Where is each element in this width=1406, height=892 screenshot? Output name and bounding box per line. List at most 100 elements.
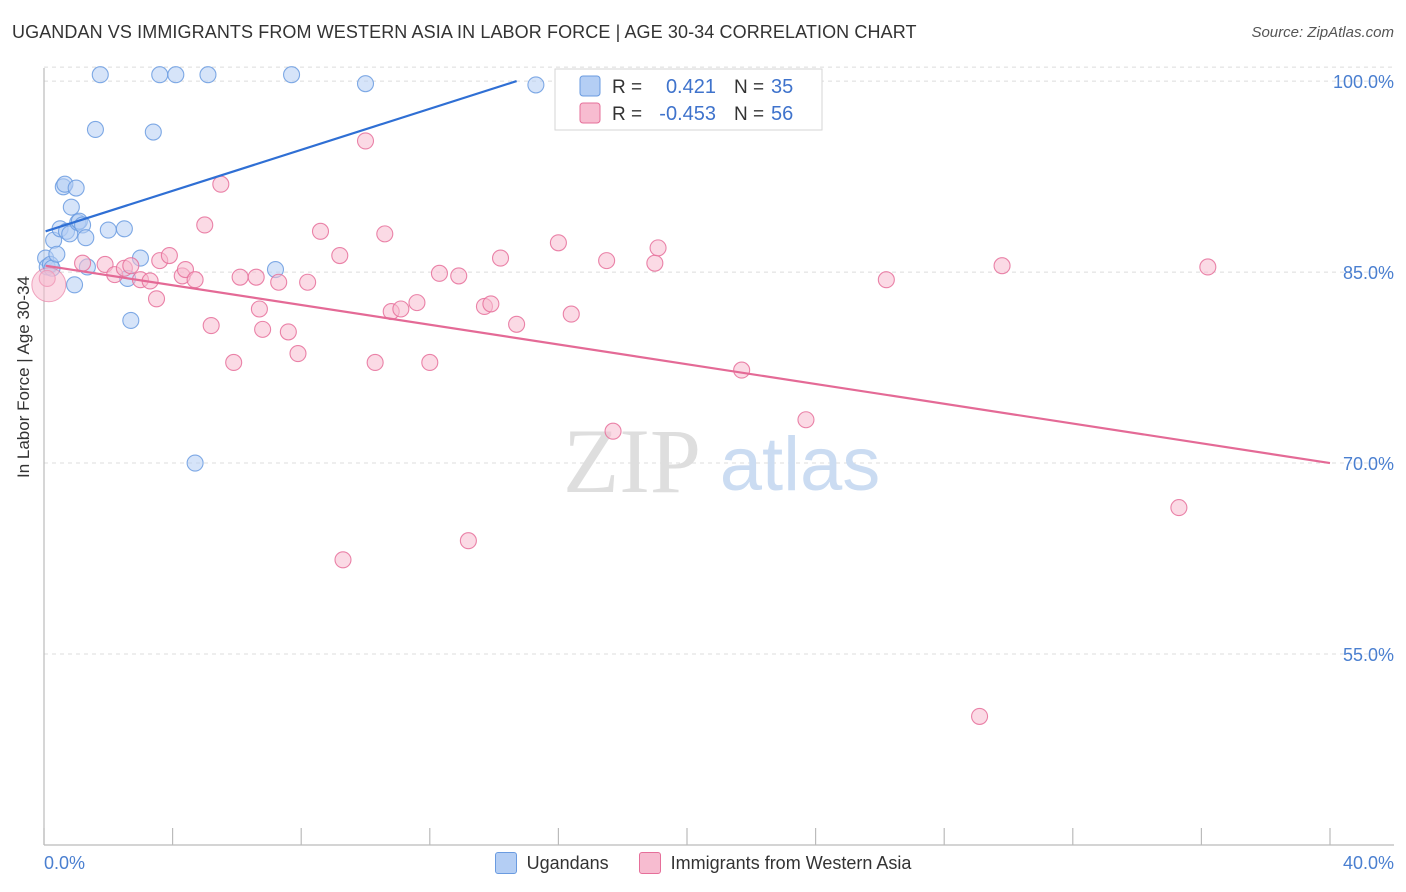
y-tick-label-1: 70.0% — [1343, 454, 1394, 474]
western-asia-point-24 — [289, 345, 307, 363]
ugandans-point-34 — [527, 76, 545, 94]
western-asia-point-18 — [231, 268, 249, 286]
axes — [43, 68, 1394, 846]
y-tick-label-3: 100.0% — [1333, 72, 1394, 92]
stats-r-value-western-asia: -0.453 — [659, 103, 716, 125]
stats-n-label-ugandans: N = — [734, 77, 764, 98]
western-asia-point-47 — [646, 254, 664, 272]
y-tick-labels: 55.0% 70.0% 85.0% 100.0% — [1333, 72, 1394, 665]
y-tick-label-0: 55.0% — [1343, 645, 1394, 665]
western-asia-point-13 — [186, 271, 204, 289]
western-asia-point-25 — [299, 273, 317, 291]
western-asia-point-36 — [430, 264, 448, 282]
western-asia-point-31 — [376, 225, 394, 243]
western-asia-point-50 — [797, 411, 815, 429]
western-asia-point-29 — [356, 132, 375, 150]
western-asia-point-35 — [421, 353, 439, 372]
legend-swatch-ugandans — [494, 852, 517, 874]
y-axis-label: In Labor Force | Age 30-34 — [14, 276, 33, 478]
ugandans-point-24 — [122, 311, 140, 330]
western-asia-point-53 — [993, 257, 1011, 275]
x-tick-label-0: 0.0% — [44, 853, 85, 873]
western-asia-point-55 — [1199, 258, 1217, 276]
ugandans-point-22 — [115, 220, 133, 238]
western-asia-point-20 — [250, 300, 268, 318]
ugandans-point-32 — [283, 66, 301, 84]
western-asia-point-48 — [649, 239, 667, 257]
stats-legend: R = 0.421 N = 35 R = -0.453 N = 56 — [554, 68, 823, 131]
watermark-atlas: atlas — [720, 422, 881, 507]
western-asia-point-42 — [508, 315, 526, 333]
ugandans-point-33 — [356, 75, 375, 93]
series-legend: Ugandans Immigrants from Western Asia — [0, 852, 1406, 874]
western-asia-point-30 — [366, 353, 384, 372]
ugandans-point-29 — [186, 454, 204, 472]
ugandans-point-26 — [144, 123, 162, 141]
ugandans-point-13 — [67, 179, 85, 197]
stats-n-value-western-asia: 56 — [771, 103, 793, 125]
western-asia-point-14 — [196, 216, 214, 234]
western-asia-point-19 — [247, 268, 265, 286]
western-asia-point-33 — [392, 300, 410, 318]
western-asia-point-37 — [450, 267, 468, 285]
western-asia-point-10 — [160, 246, 178, 265]
western-asia-point-22 — [270, 273, 288, 291]
y-tick-label-2: 85.0% — [1343, 263, 1394, 283]
stats-swatch-western-asia — [579, 102, 601, 124]
x-tick-label-1: 40.0% — [1343, 853, 1394, 873]
stats-n-label-western-asia: N = — [734, 104, 764, 125]
chart-title: UGANDAN VS IMMIGRANTS FROM WESTERN ASIA … — [12, 22, 917, 42]
ugandans-point-19 — [86, 120, 104, 139]
western-asia-point-27 — [331, 246, 349, 265]
ugandans-point-30 — [199, 66, 217, 84]
legend-label-ugandans: Ugandans — [526, 852, 609, 873]
western-asia-point-45 — [598, 252, 616, 270]
western-asia-point-49 — [733, 361, 751, 379]
stats-r-label-western-asia: R = — [612, 104, 642, 125]
ugandans-point-20 — [91, 66, 109, 84]
western-asia-point-43 — [549, 234, 567, 252]
legend-swatch-western-asia — [638, 852, 661, 874]
western-asia-point-41 — [491, 249, 510, 267]
stats-r-value-ugandans: 0.421 — [666, 76, 716, 98]
western-asia-point-cluster — [31, 267, 67, 303]
trend-lines — [45, 80, 1331, 465]
western-asia-point-5 — [122, 257, 140, 275]
ugandans-trend-line — [45, 80, 517, 233]
source-label: Source: ZipAtlas.com — [1251, 24, 1394, 41]
western-asia-point-28 — [334, 551, 352, 569]
western-asia-point-26 — [311, 222, 330, 240]
western-asia-point-52 — [971, 707, 989, 725]
ugandans-point-5 — [48, 245, 66, 263]
western-asia-point-17 — [225, 353, 243, 372]
legend-item-ugandans: Ugandans — [494, 852, 609, 874]
stats-swatch-ugandans — [579, 75, 601, 97]
western-asia-point-21 — [254, 320, 272, 338]
ugandans-point-17 — [77, 229, 95, 247]
stats-n-value-ugandans: 35 — [771, 76, 793, 98]
western-asia-point-1 — [74, 254, 92, 272]
ugandans-point-27 — [151, 66, 169, 84]
western-asia-point-51 — [877, 271, 895, 289]
western-asia-point-34 — [408, 294, 426, 312]
western-asia-point-44 — [562, 305, 580, 323]
western-asia-point-16 — [212, 175, 230, 193]
ugandans-point-12 — [65, 276, 84, 294]
data-points — [31, 66, 1217, 725]
legend-item-western-asia: Immigrants from Western Asia — [638, 852, 911, 874]
ugandans-point-28 — [167, 66, 185, 84]
watermark-zip: ZIP — [563, 410, 701, 512]
grid — [44, 66, 1394, 655]
western-asia-point-15 — [202, 316, 220, 335]
ugandans-point-11 — [62, 198, 80, 216]
western-asia-point-8 — [147, 290, 166, 308]
western-asia-point-38 — [459, 532, 477, 550]
ugandans-point-21 — [99, 221, 117, 239]
stats-r-label-ugandans: R = — [612, 77, 642, 98]
western-asia-trend-line — [45, 264, 1331, 465]
western-asia-point-46 — [604, 422, 622, 440]
western-asia-point-40 — [482, 295, 500, 313]
x-tick-labels: 0.0% 40.0% — [44, 853, 1394, 873]
western-asia-point-23 — [279, 323, 297, 341]
